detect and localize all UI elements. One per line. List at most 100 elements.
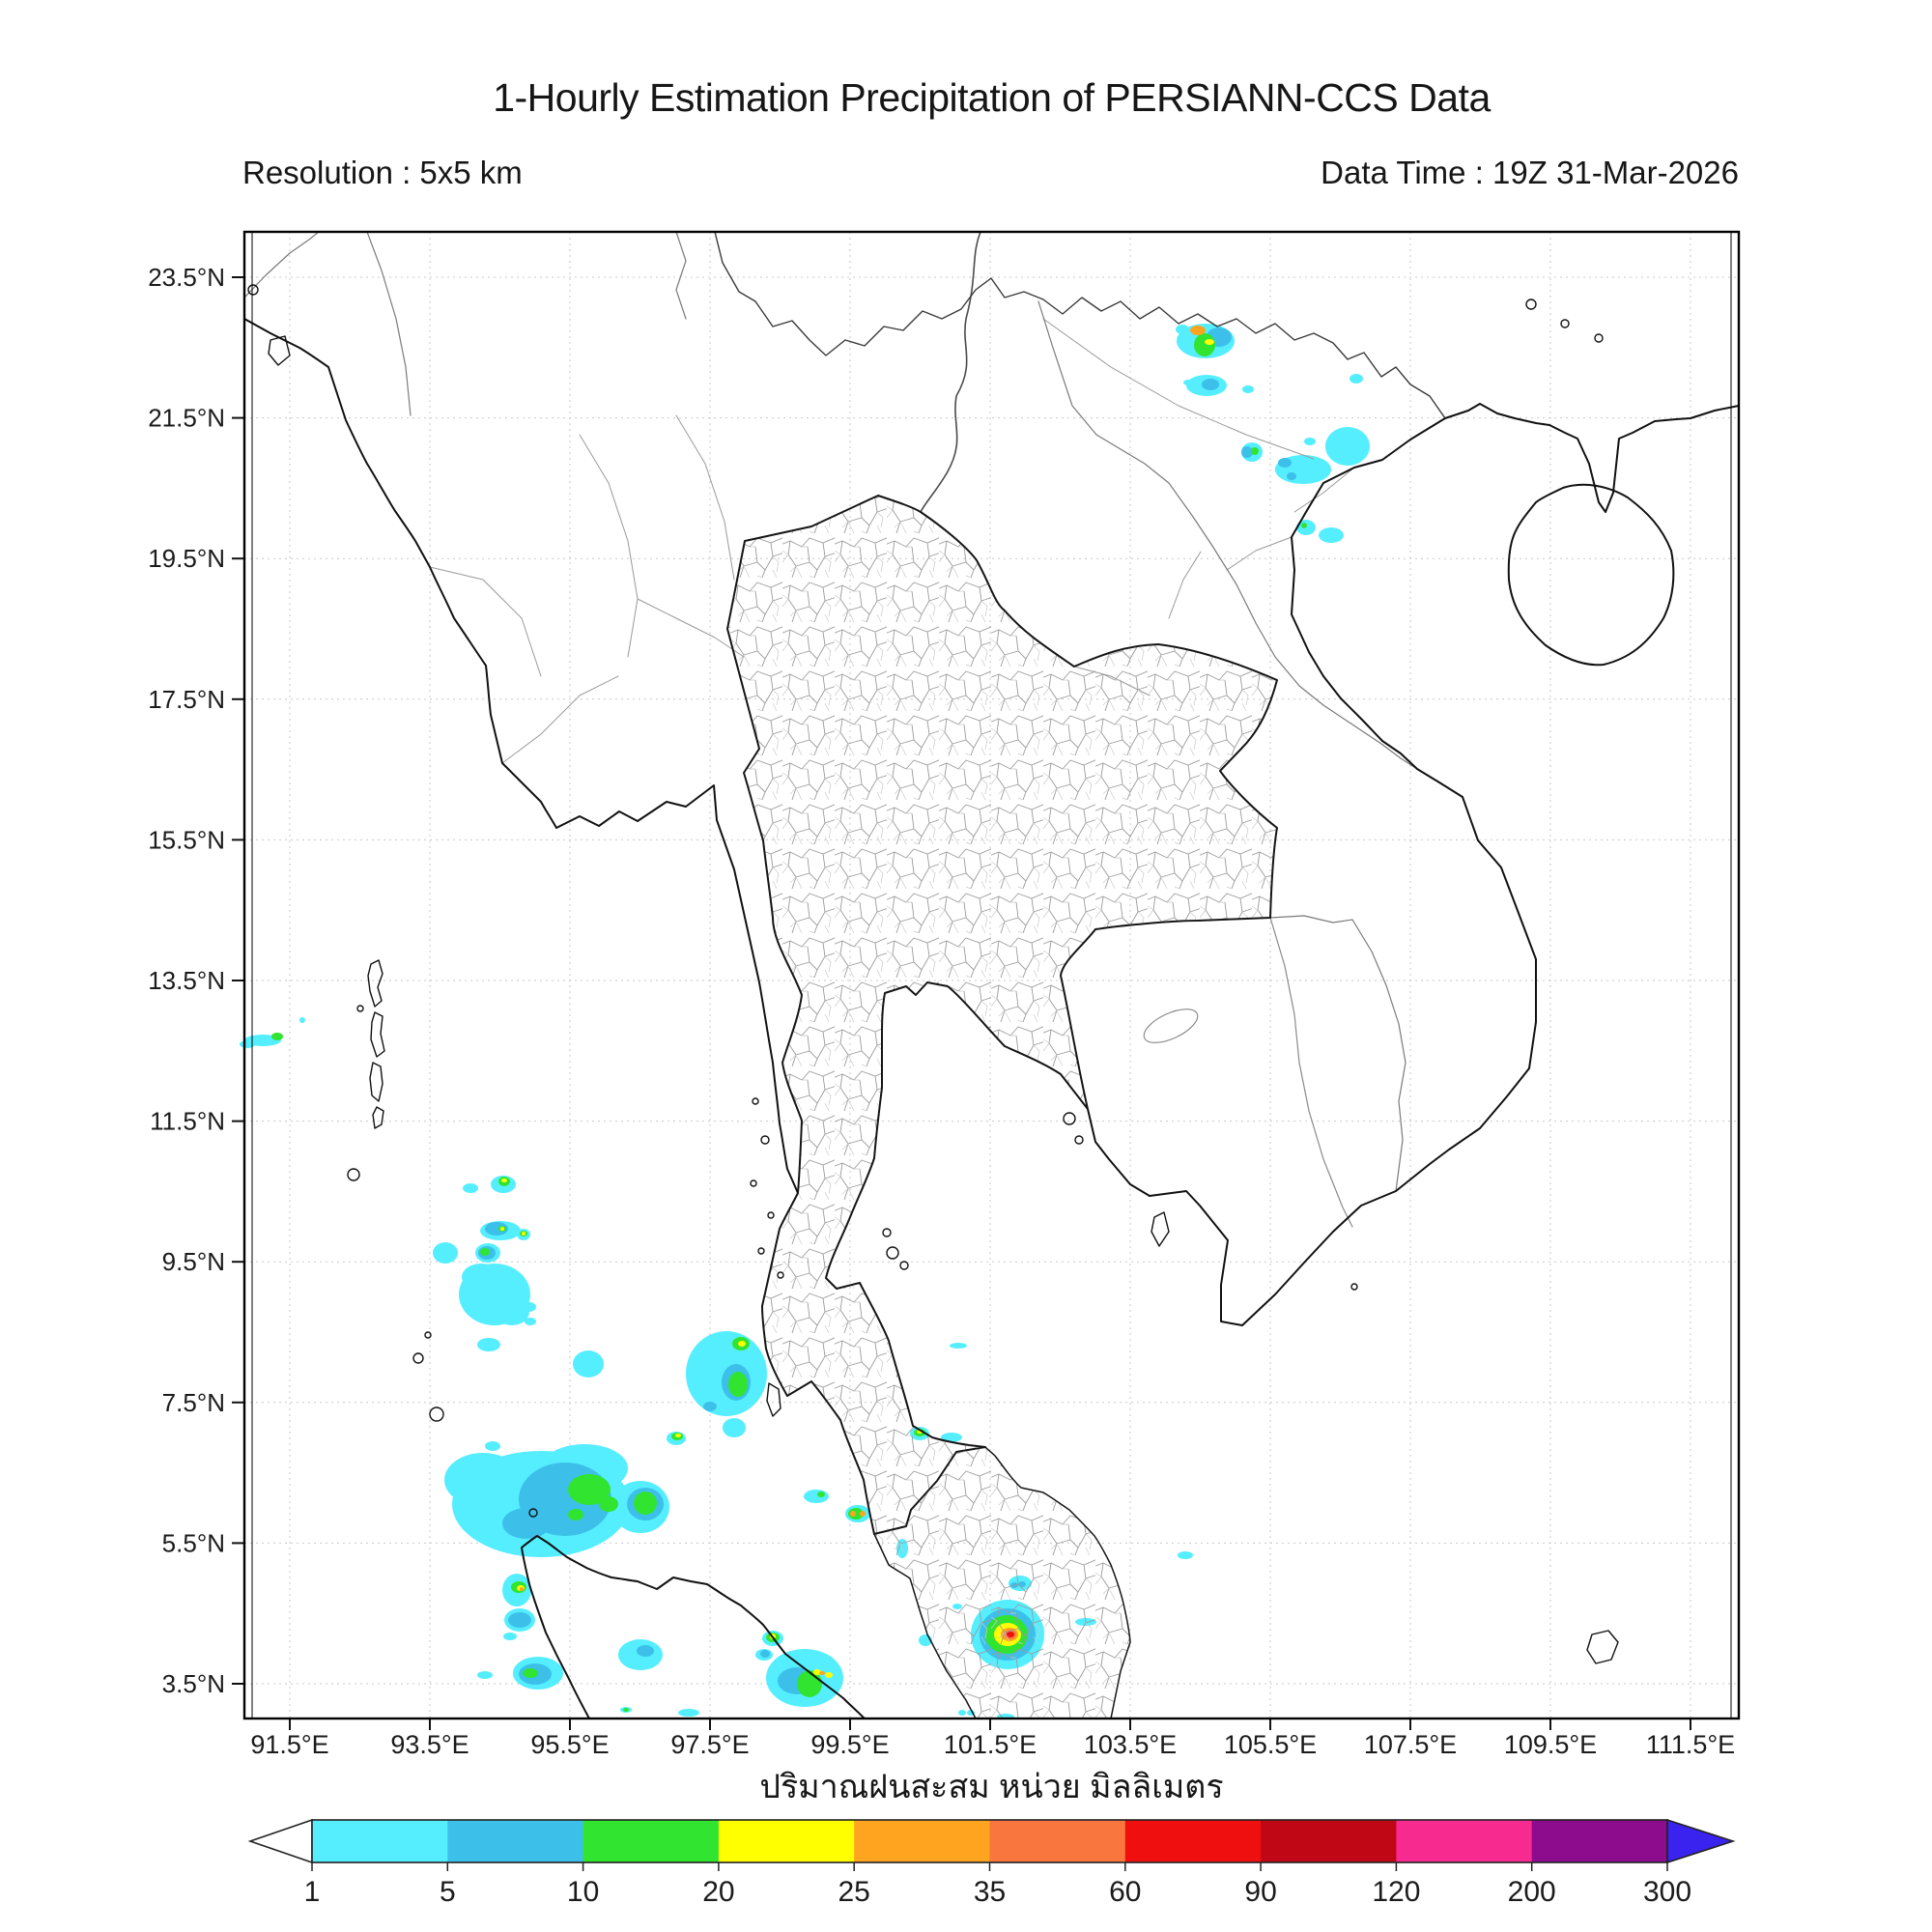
precip-cell	[463, 1183, 478, 1193]
axes: 23.5°N 21.5°N 19.5°N 17.5°N 15.5°N 13.5°N 11.5…	[148, 230, 1741, 1759]
lon-tick-label: 109.5°E	[1504, 1730, 1597, 1759]
precip-cell	[495, 1298, 529, 1325]
malaysia-region	[873, 1446, 1131, 1719]
colorbar-segment	[582, 1820, 720, 1862]
myanmar-admin-lines	[429, 414, 745, 764]
lon-tick-label: 95.5°E	[530, 1730, 609, 1759]
precip-cell	[501, 1179, 507, 1182]
precip-cell	[271, 1033, 283, 1040]
lon-tick-label: 91.5°E	[250, 1730, 328, 1759]
precip-cell	[850, 1511, 856, 1517]
precip-cell	[1350, 374, 1363, 384]
precip-cell	[1251, 447, 1259, 455]
precip-cell	[599, 1496, 618, 1512]
colorbar-tick-label: 1	[304, 1876, 321, 1908]
precip-cell	[958, 1710, 966, 1716]
precip-cell	[480, 1248, 490, 1256]
lon-tick-label: 103.5°E	[1084, 1730, 1177, 1759]
colorbar-tick-label: 20	[702, 1876, 734, 1908]
lon-tick-label: 107.5°E	[1364, 1730, 1457, 1759]
tonle-sap-lake	[1143, 1009, 1199, 1043]
colorbar: 1 5 10 20 25 35 60 90 120 200 300	[247, 1818, 1736, 1908]
lon-tick-label: 111.5°E	[1646, 1730, 1735, 1759]
colorbar-segment	[447, 1820, 584, 1862]
china-coastline	[1444, 403, 1740, 513]
colorbar-tick-label: 5	[440, 1876, 456, 1908]
colorbar-segment	[312, 1820, 448, 1862]
mekong-river-north	[920, 231, 981, 513]
precip-cell	[1241, 446, 1253, 458]
precip-cell	[623, 1708, 629, 1712]
precip-cell	[637, 1645, 654, 1657]
precip-cell	[804, 1490, 829, 1503]
hainan-island	[1507, 483, 1675, 667]
lat-tick-label: 17.5°N	[148, 685, 225, 714]
precip-cell	[444, 1453, 522, 1507]
precip-cell	[477, 1338, 500, 1351]
vietnam-laos-admin-lines	[1042, 318, 1355, 696]
precip-cell	[240, 1040, 255, 1048]
china-border	[714, 231, 1446, 419]
colorbar-tick-label: 25	[838, 1876, 870, 1908]
colorbar-segment	[989, 1820, 1126, 1862]
lat-tick-label: 13.5°N	[148, 966, 225, 995]
colorbar-tick-label: 10	[567, 1876, 599, 1908]
colorbar-segment	[1396, 1820, 1533, 1862]
precip-cell	[1205, 339, 1214, 345]
colorbar-segment	[1261, 1820, 1397, 1862]
precip-cell	[703, 1402, 717, 1411]
precip-cell	[522, 1232, 526, 1236]
precip-cell	[738, 1341, 746, 1347]
indochina-coastline	[1087, 417, 1537, 1326]
colorbar-tick-label: 60	[1109, 1876, 1141, 1908]
precip-cell	[1194, 333, 1215, 356]
colorbar-segment	[854, 1820, 990, 1862]
precip-cell	[723, 1418, 746, 1437]
precip-cell	[825, 1672, 833, 1678]
precip-cell	[523, 1668, 538, 1678]
precip-cell	[520, 1587, 524, 1591]
lat-tick-label: 15.5°N	[148, 825, 225, 854]
map-geography	[243, 231, 1740, 1719]
precip-cell	[568, 1509, 583, 1520]
colorbar-tick-label: 300	[1643, 1876, 1691, 1908]
lat-tick-label: 9.5°N	[162, 1247, 225, 1276]
precip-cell	[1325, 427, 1370, 466]
precip-cell	[678, 1709, 699, 1717]
precip-cell	[485, 1441, 500, 1451]
cambodia-vietnam-border	[1269, 915, 1406, 1192]
lat-tick-label: 11.5°N	[150, 1107, 225, 1136]
precip-cell	[503, 1633, 517, 1640]
precip-cell	[485, 1222, 508, 1236]
precip-cell	[462, 1264, 500, 1291]
precip-cell	[477, 1671, 493, 1679]
lon-tick-label: 97.5°E	[670, 1730, 749, 1759]
colorbar-tick-label: 200	[1508, 1876, 1556, 1908]
colorbar-caption: ปริมาณฝนสะสม หน่วย มิลลิเมตร	[759, 1769, 1224, 1805]
colorbar-tick-label: 90	[1244, 1876, 1276, 1908]
precip-cell	[1202, 379, 1219, 390]
precip-cell	[525, 1318, 536, 1325]
precip-cell	[1242, 385, 1254, 393]
precip-cell	[728, 1372, 748, 1397]
lat-tick-label: 21.5°N	[148, 404, 225, 433]
data-time-label: Data Time : 19Z 31-Mar-2026	[1321, 155, 1739, 190]
colorbar-segment	[1531, 1820, 1668, 1862]
precip-cell	[1304, 438, 1316, 445]
lon-tick-label: 99.5°E	[810, 1730, 889, 1759]
precip-cell	[508, 1612, 531, 1628]
lat-tick-label: 19.5°N	[148, 544, 225, 573]
precip-cell	[634, 1492, 657, 1515]
page-title: 1-Hourly Estimation Precipitation of PER…	[493, 75, 1491, 120]
precip-cell	[1287, 472, 1296, 480]
lat-tick-label: 7.5°N	[162, 1388, 225, 1417]
mekong-river-cambodia	[1269, 917, 1353, 1228]
colorbar-underflow-arrow	[247, 1818, 313, 1864]
lat-tick-label: 3.5°N	[162, 1669, 225, 1698]
precip-cell	[860, 1511, 866, 1517]
lat-tick-label: 5.5°N	[162, 1528, 225, 1557]
border-top-left	[243, 231, 687, 416]
precip-cell	[1183, 380, 1193, 385]
precip-cell	[1178, 1551, 1193, 1559]
